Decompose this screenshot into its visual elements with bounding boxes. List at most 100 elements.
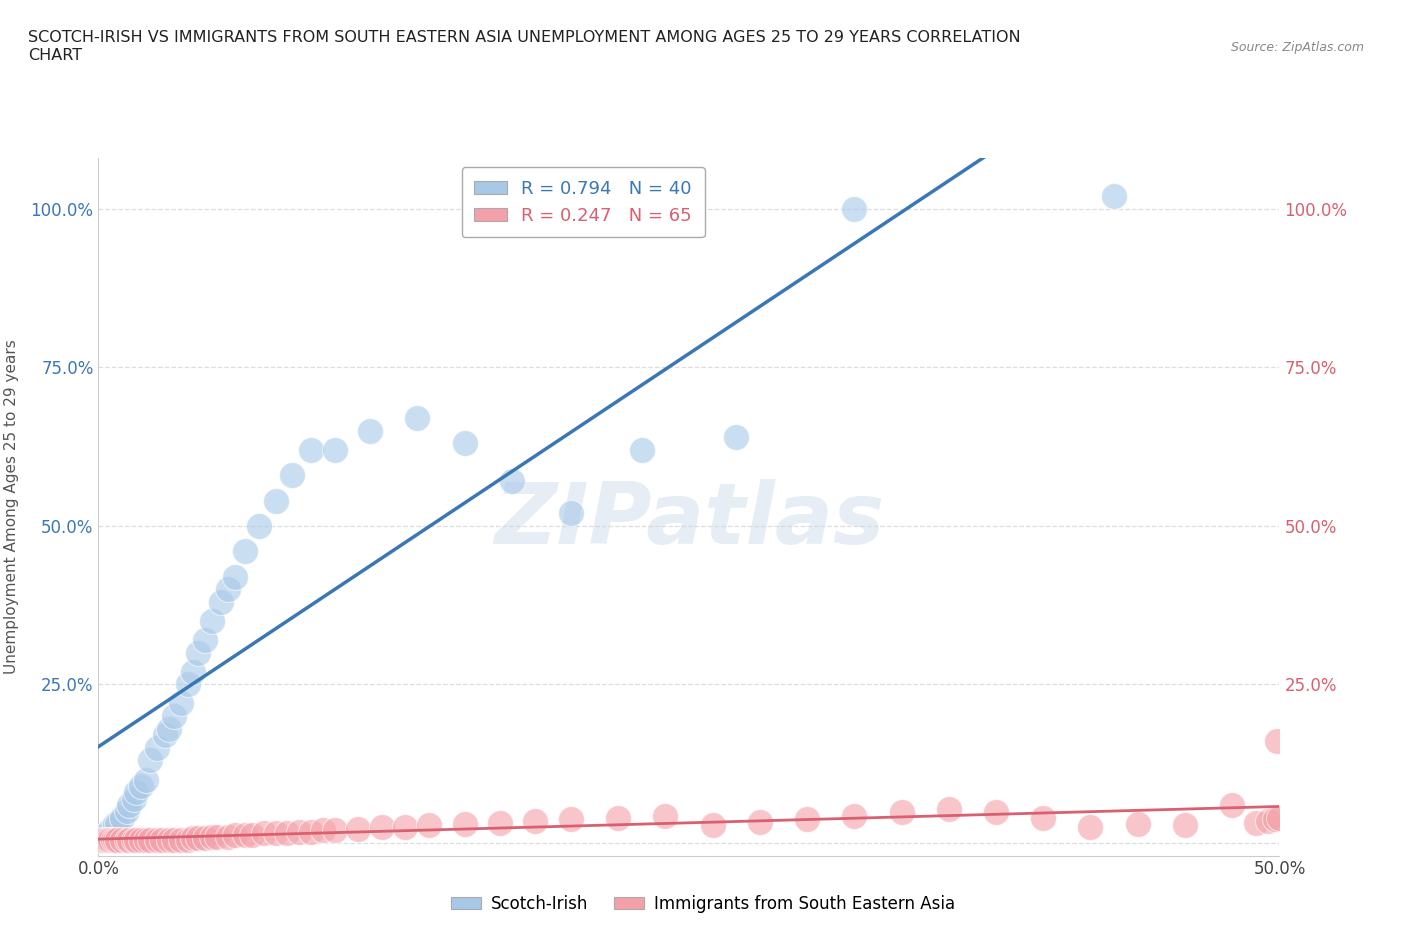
Point <box>224 828 246 843</box>
Point <box>299 443 322 458</box>
Point <box>201 614 224 629</box>
Point <box>115 804 138 818</box>
Point <box>105 832 128 847</box>
Point <box>104 817 127 831</box>
Text: SCOTCH-IRISH VS IMMIGRANTS FROM SOUTH EASTERN ASIA UNEMPLOYMENT AMONG AGES 25 TO: SCOTCH-IRISH VS IMMIGRANTS FROM SOUTH EA… <box>28 30 1021 45</box>
Point <box>98 832 121 847</box>
Point <box>264 826 287 841</box>
Point <box>453 817 475 831</box>
Legend: R = 0.794   N = 40, R = 0.247   N = 65: R = 0.794 N = 40, R = 0.247 N = 65 <box>461 167 704 237</box>
Point <box>150 832 173 847</box>
Point <box>163 709 186 724</box>
Point <box>129 778 152 793</box>
Point <box>299 824 322 839</box>
Point <box>135 772 157 787</box>
Point <box>90 830 112 844</box>
Point <box>139 753 162 768</box>
Point <box>748 815 770 830</box>
Point <box>194 830 217 845</box>
Text: Source: ZipAtlas.com: Source: ZipAtlas.com <box>1230 41 1364 54</box>
Point <box>205 830 228 844</box>
Point <box>630 443 652 458</box>
Point <box>157 722 180 737</box>
Point <box>453 436 475 451</box>
Point <box>1126 817 1149 831</box>
Point <box>240 828 263 843</box>
Point <box>118 832 141 847</box>
Point <box>118 797 141 812</box>
Point <box>1174 817 1197 832</box>
Point <box>94 832 117 847</box>
Point <box>524 813 547 829</box>
Point <box>654 809 676 824</box>
Point <box>418 817 440 832</box>
Point <box>224 569 246 584</box>
Point <box>187 830 209 845</box>
Point <box>560 506 582 521</box>
Point <box>157 832 180 847</box>
Point <box>288 824 311 839</box>
Point <box>1080 819 1102 834</box>
Point <box>163 832 186 847</box>
Point <box>247 518 270 533</box>
Point <box>90 832 112 847</box>
Point <box>217 830 239 844</box>
Point <box>359 423 381 438</box>
Point <box>607 810 630 825</box>
Point <box>1264 811 1286 826</box>
Point <box>276 826 298 841</box>
Point <box>135 832 157 847</box>
Point <box>170 832 193 847</box>
Point <box>1265 734 1288 749</box>
Point <box>984 805 1007 820</box>
Point <box>1268 810 1291 825</box>
Point <box>201 830 224 844</box>
Point <box>115 832 138 847</box>
Point <box>139 832 162 847</box>
Point <box>122 832 145 847</box>
Point <box>91 832 114 847</box>
Point <box>1102 189 1125 204</box>
Point <box>181 830 204 845</box>
Point <box>101 832 124 847</box>
Y-axis label: Unemployment Among Ages 25 to 29 years: Unemployment Among Ages 25 to 29 years <box>4 339 20 674</box>
Point <box>104 832 127 847</box>
Point <box>187 645 209 660</box>
Point <box>181 664 204 679</box>
Point <box>323 443 346 458</box>
Point <box>153 727 176 742</box>
Point <box>323 823 346 838</box>
Point <box>98 823 121 838</box>
Point <box>129 832 152 847</box>
Point <box>702 817 724 832</box>
Point <box>406 411 429 426</box>
Point <box>725 430 748 445</box>
Point <box>209 594 232 609</box>
Point <box>125 832 148 847</box>
Point <box>217 582 239 597</box>
Point <box>177 832 200 847</box>
Point <box>844 202 866 217</box>
Point <box>796 811 818 826</box>
Point <box>1244 816 1267 830</box>
Point <box>501 474 523 489</box>
Point <box>122 791 145 806</box>
Point <box>890 805 912 820</box>
Point <box>312 823 335 838</box>
Point <box>253 826 276 841</box>
Legend: Scotch-Irish, Immigrants from South Eastern Asia: Scotch-Irish, Immigrants from South East… <box>444 888 962 920</box>
Point <box>394 819 416 834</box>
Text: CHART: CHART <box>28 48 82 63</box>
Point <box>233 544 256 559</box>
Point <box>146 740 169 755</box>
Point <box>1032 810 1054 825</box>
Point <box>281 468 304 483</box>
Point <box>1220 797 1243 812</box>
Text: ZIPatlas: ZIPatlas <box>494 479 884 563</box>
Point <box>177 677 200 692</box>
Point <box>111 810 134 825</box>
Point <box>125 785 148 800</box>
Point <box>194 632 217 647</box>
Point <box>371 819 394 834</box>
Point <box>938 802 960 817</box>
